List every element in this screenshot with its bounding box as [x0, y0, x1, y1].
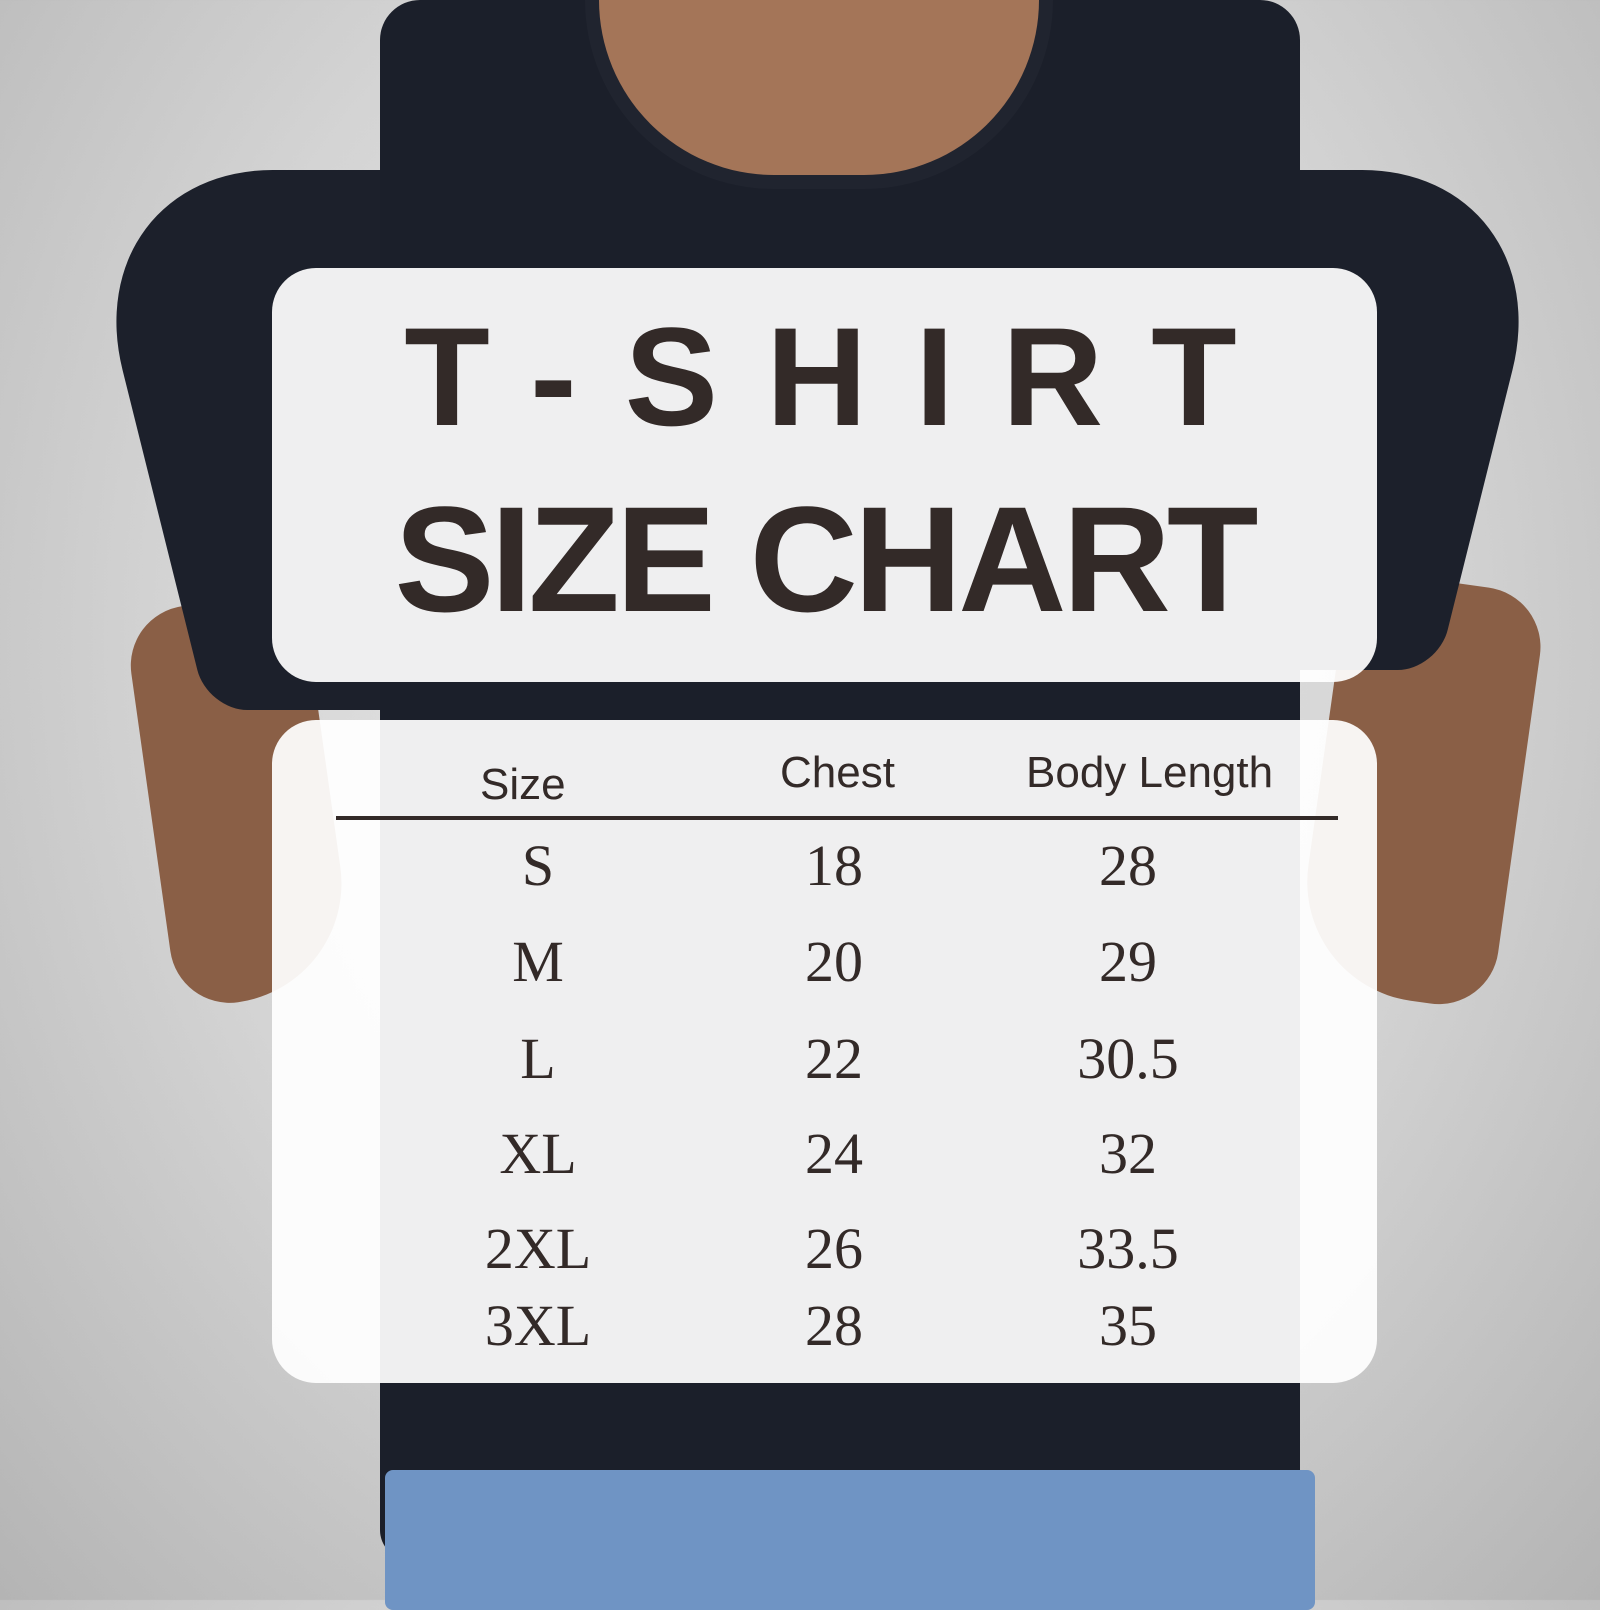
title-line-2: SIZE CHART — [394, 475, 1259, 643]
chest-cell: 20 — [805, 929, 863, 994]
size-cell: 3XL — [484, 1293, 592, 1358]
body-length-cell: 35 — [1099, 1293, 1157, 1358]
size-cell: XL — [499, 1121, 577, 1186]
title-line-1: T-SHIRT — [404, 298, 1285, 455]
chest-cell: 26 — [805, 1216, 863, 1281]
header-divider — [336, 816, 1338, 820]
size-cell: 2XL — [484, 1216, 592, 1281]
chest-cell: 28 — [805, 1293, 863, 1358]
body-length-cell: 29 — [1099, 929, 1157, 994]
chest-cell: 18 — [805, 833, 863, 898]
chest-cell: 24 — [805, 1121, 863, 1186]
title-panel: T-SHIRT SIZE CHART — [272, 268, 1377, 682]
body-length-cell: 33.5 — [1077, 1216, 1179, 1281]
chest-cell: 22 — [805, 1026, 863, 1091]
size-table: Size Chest Body Length S 18 28 M 20 29 L 22 30.5… — [272, 720, 1377, 1383]
size-cell: S — [521, 833, 555, 898]
header-chest: Chest — [780, 748, 895, 797]
header-size: Size — [480, 760, 566, 809]
size-cell: M — [512, 929, 564, 994]
body-length-cell: 30.5 — [1077, 1026, 1179, 1091]
body-length-cell: 28 — [1099, 833, 1157, 898]
jeans — [385, 1470, 1315, 1610]
size-cell: L — [520, 1026, 556, 1091]
header-body-length: Body Length — [1026, 748, 1274, 797]
body-length-cell: 32 — [1099, 1121, 1157, 1186]
